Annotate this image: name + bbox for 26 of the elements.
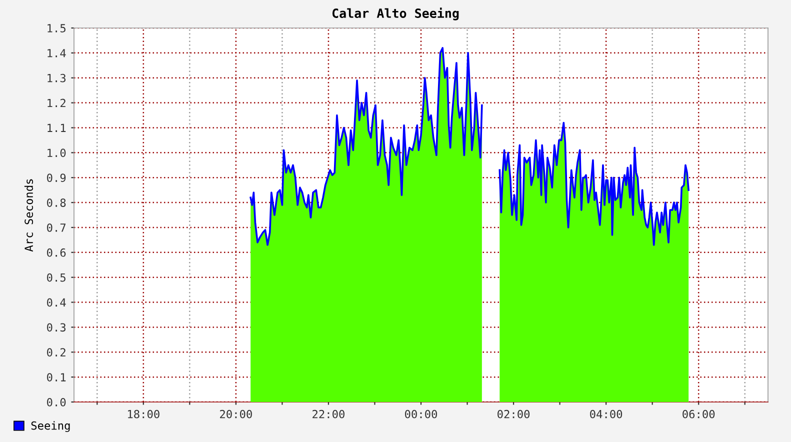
y-tick-label: 1.4	[48, 49, 66, 58]
x-tick-label: 06:00	[682, 410, 715, 418]
y-tick-label: 0.8	[47, 198, 66, 207]
x-tick-label: 20:00	[220, 410, 252, 418]
y-tick-label: 1.1	[48, 124, 66, 132]
y-tick-label: 0.6	[47, 248, 66, 257]
chart-title: Calar Alto Seeing	[332, 8, 459, 20]
y-tick-label: 1.3	[48, 74, 66, 82]
y-tick-label: 0.2	[47, 348, 66, 357]
y-tick-label: 0.3	[47, 323, 66, 332]
y-tick-label: 1.5	[48, 24, 66, 32]
x-tick-label: 02:00	[498, 410, 530, 418]
x-tick-label: 22:00	[312, 410, 344, 418]
legend-label: Seeing	[31, 421, 70, 432]
y-tick-label: 0.7	[47, 223, 66, 232]
x-tick-label: 00:00	[405, 410, 438, 418]
x-tick-label: 04:00	[590, 410, 622, 418]
x-tick-label: 18:00	[128, 410, 160, 418]
y-tick-label: 0.5	[47, 273, 66, 282]
y-axis-title: Arc Seconds	[24, 179, 34, 252]
y-tick-label: 0.0	[47, 398, 66, 406]
y-tick-label: 0.1	[47, 373, 66, 382]
y-tick-label: 0.4	[47, 298, 66, 307]
y-tick-label: 1.0	[48, 148, 66, 158]
y-tick-label: 0.9	[47, 174, 66, 182]
y-tick-label: 1.2	[48, 98, 66, 108]
